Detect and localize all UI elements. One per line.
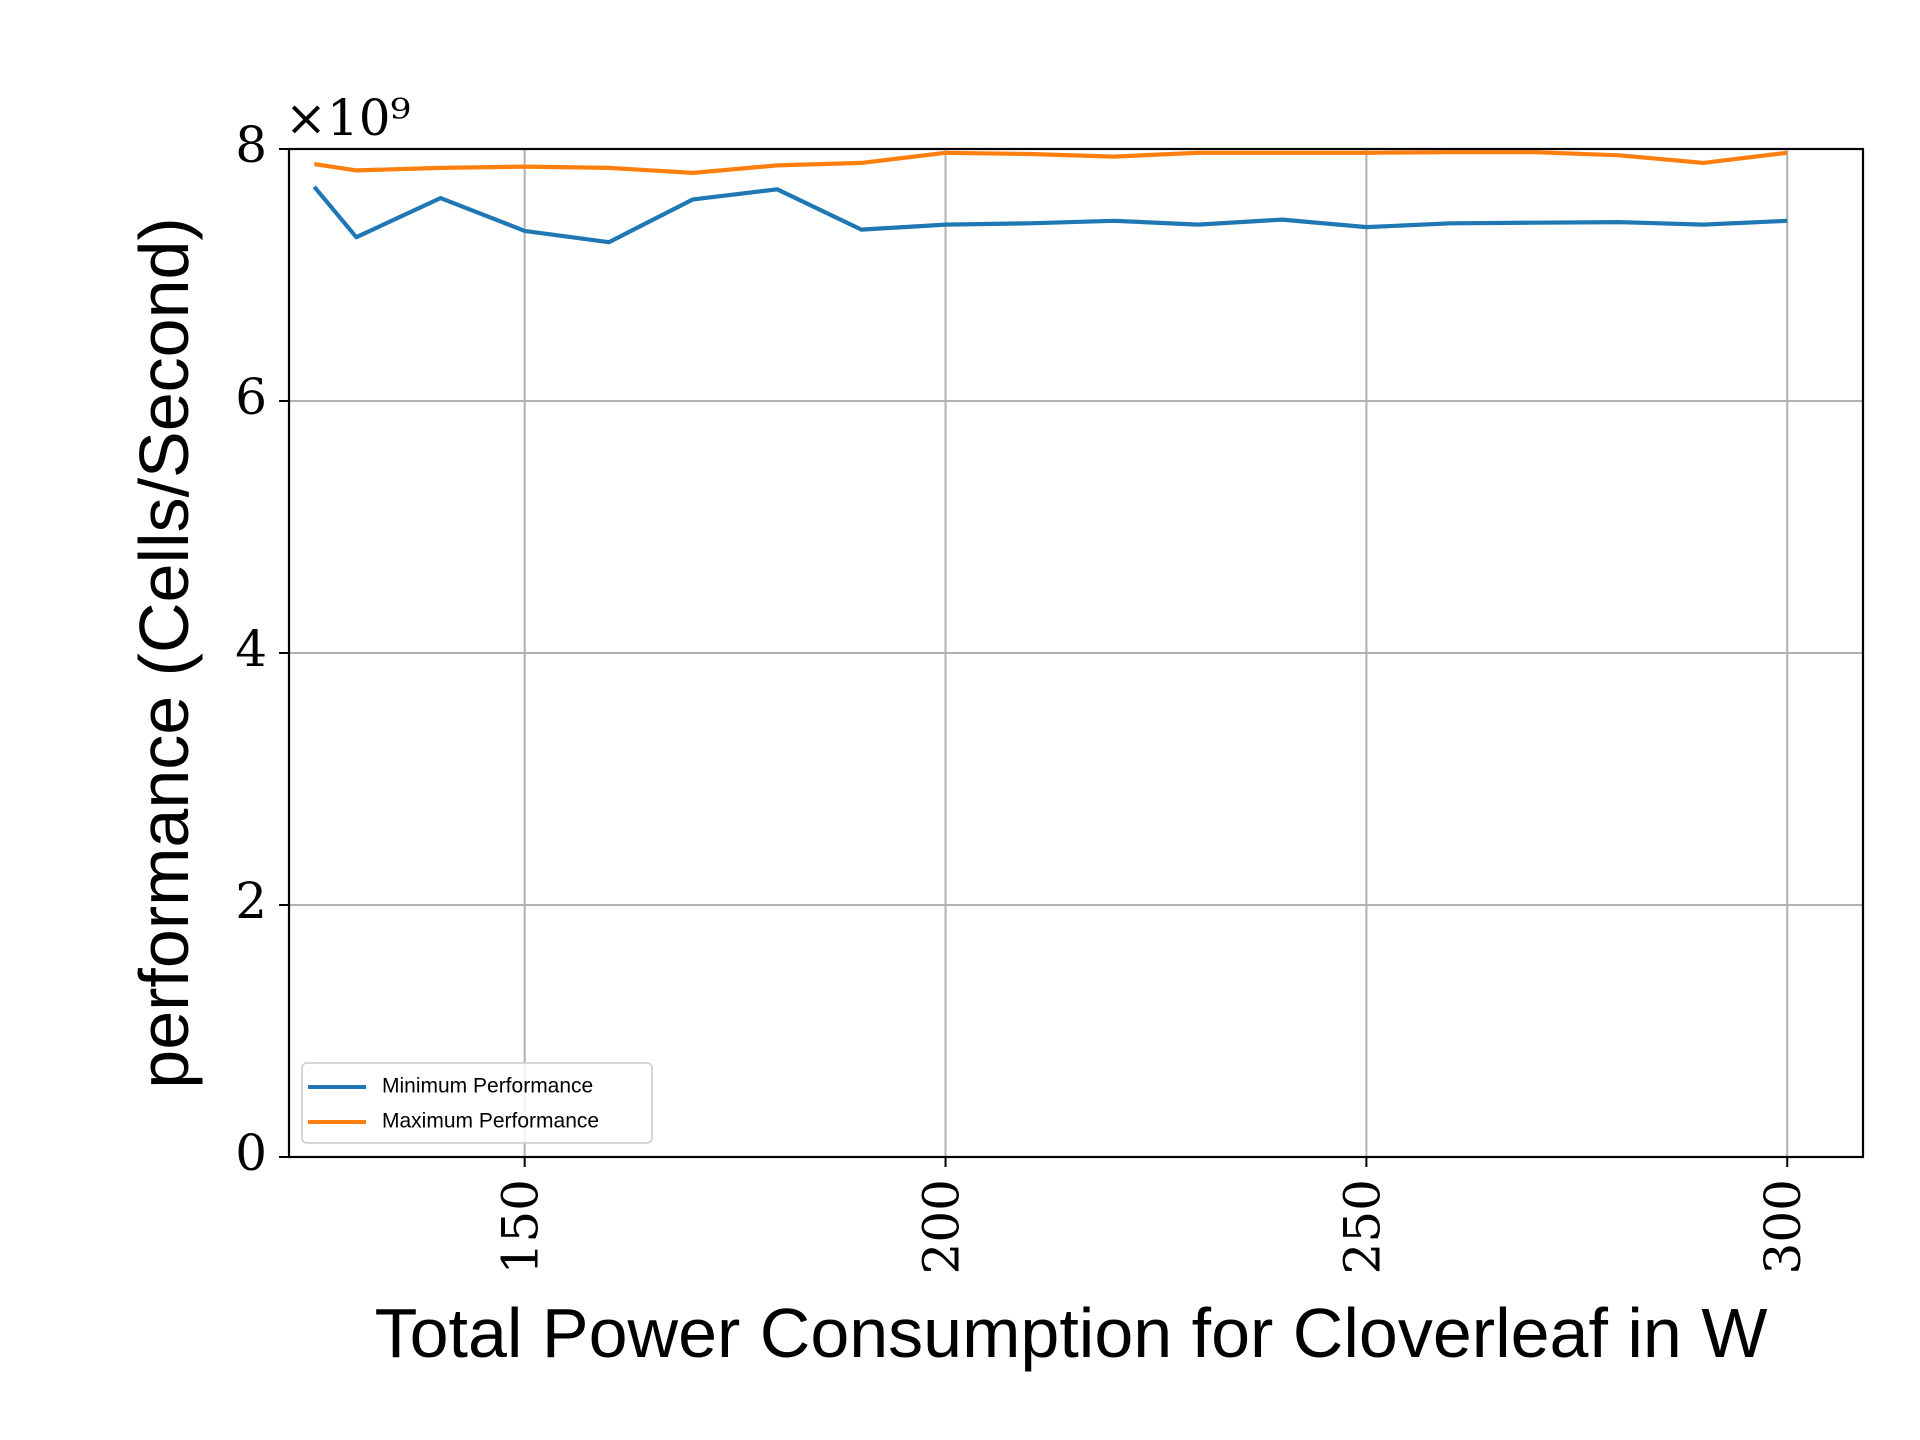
legend-label: Minimum Performance	[382, 1075, 593, 1098]
x-tick-label: 300	[1754, 1179, 1812, 1274]
y-tick-label: 2	[235, 872, 267, 930]
y-tick-label: 8	[235, 116, 267, 174]
y-axis-title: performance (Cells/Second)	[125, 217, 203, 1088]
legend-label: Maximum Performance	[382, 1110, 599, 1133]
x-axis-title: Total Power Consumption for Cloverleaf i…	[375, 1294, 1768, 1372]
y-tick-label: 6	[235, 368, 267, 426]
x-tick-label: 200	[913, 1179, 971, 1274]
y-tick-label: 0	[235, 1124, 267, 1182]
tick-labels: 150 200 250 300 0 2 4 6 8	[235, 116, 1812, 1274]
grid-lines	[289, 149, 1863, 1157]
y-axis-multiplier: ×10⁹	[285, 89, 411, 147]
axis-ticks	[279, 148, 1789, 1167]
series-line-minimum-performance	[312, 185, 1788, 245]
series-lines	[312, 150, 1788, 245]
legend-box	[301, 1062, 653, 1144]
x-tick-label: 250	[1333, 1179, 1391, 1274]
y-tick-label: 4	[235, 620, 267, 678]
series-line-maximum-performance	[313, 150, 1788, 175]
legend: Minimum Performance Maximum Performance	[301, 1062, 653, 1144]
x-tick-label: 150	[492, 1179, 550, 1274]
